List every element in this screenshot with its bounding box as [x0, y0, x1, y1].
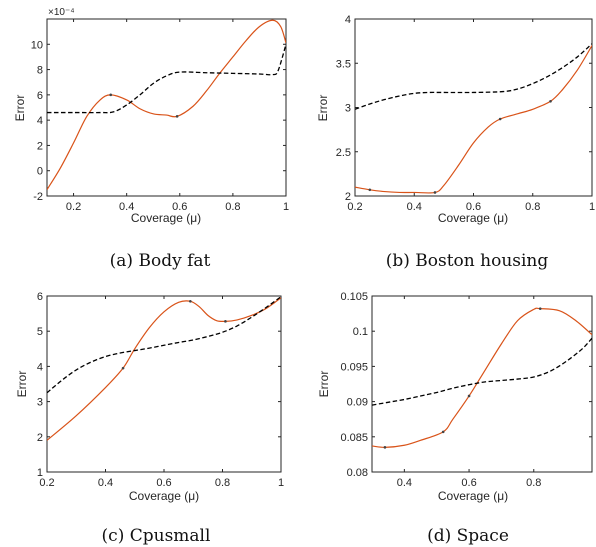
y-tick-label-a: 6	[37, 90, 43, 102]
x-tick-label-d: 0.8	[526, 477, 541, 489]
y-tick-label-c: 5	[37, 326, 43, 338]
x-tick-label-b: 0.8	[525, 201, 540, 213]
y-tick-label-d: 0.105	[340, 291, 368, 303]
x-axis-label-b: Coverage (μ)	[438, 211, 508, 225]
x-axis-label-c: Coverage (μ)	[129, 489, 199, 503]
x-tick-label-c: 0.2	[39, 477, 54, 489]
data-point-marker-d	[538, 307, 542, 310]
y-tick-label-a: -2	[33, 191, 43, 203]
caption-d: (d) Space	[427, 526, 509, 546]
x-tick-label-a: 0.8	[225, 201, 240, 213]
x-tick-label-c: 0.4	[98, 477, 113, 489]
data-point-marker-b	[368, 188, 372, 192]
panel-d: 0.4 0.6 0.8 0.08 0.085 0.09 0.095 0.1 0.105 Cove…	[317, 291, 593, 546]
x-tick-label-a: 1	[283, 201, 289, 213]
y-tick-label-c: 3	[37, 397, 43, 409]
data-point-marker-b	[433, 191, 437, 194]
x-tick-label-d: 0.4	[397, 477, 412, 489]
y-axis-label-a: Error	[13, 95, 27, 122]
y-tick-label-a: 4	[37, 115, 43, 127]
model-series-line-a	[47, 19, 286, 190]
y-tick-label-b: 2	[345, 191, 351, 203]
x-tick-label-b: 0.2	[347, 201, 362, 213]
x-tick-label-a: 0.4	[119, 201, 134, 213]
data-point-marker-d	[383, 446, 387, 449]
data-point-marker-d	[467, 394, 471, 398]
y-tick-label-d: 0.095	[340, 361, 368, 373]
plot-area-a	[46, 18, 287, 197]
baseline-series-line-c	[47, 296, 281, 394]
caption-a: (a) Body fat	[110, 251, 211, 271]
x-tick-label-b: 0.4	[407, 201, 422, 213]
series-group-c	[47, 296, 281, 441]
panel-a: 0.2 0.4 0.6 0.8 1 -2 0 2 4 6 8 10 ×10⁻⁴ Coverage (μ…	[13, 7, 289, 271]
baseline-series-line-b	[355, 43, 592, 110]
data-point-marker-b	[549, 100, 552, 103]
exponent-label-a: ×10⁻⁴	[48, 7, 75, 18]
y-tick-label-a: 10	[31, 39, 43, 51]
caption-c: (c) Cpusmall	[102, 526, 211, 546]
y-tick-label-c: 4	[37, 361, 43, 373]
y-tick-label-a: 0	[37, 166, 43, 178]
y-tick-label-b: 4	[345, 14, 351, 26]
plot-area-b	[354, 18, 593, 197]
model-series-line-d	[372, 307, 592, 448]
data-point-marker-b	[498, 117, 502, 121]
panel-b: 0.2 0.4 0.6 0.8 1 2 2.5 3 3.5 4 Coverage (μ) Erro…	[316, 14, 595, 271]
plot-area-c	[46, 295, 282, 473]
plot-area-d	[371, 295, 593, 473]
y-tick-label-d: 0.08	[347, 467, 368, 479]
baseline-series-line-d	[372, 337, 592, 406]
x-tick-label-b: 1	[589, 201, 595, 213]
y-axis-label-b: Error	[316, 95, 330, 122]
y-axis-label-d: Error	[317, 371, 331, 398]
baseline-series-line-a	[47, 44, 286, 114]
series-group-b	[355, 43, 592, 194]
x-tick-label-a: 0.2	[66, 201, 81, 213]
y-tick-label-c: 1	[37, 467, 43, 479]
x-tick-label-d: 0.6	[461, 477, 476, 489]
y-tick-label-b: 2.5	[336, 147, 351, 159]
x-axis-label-d: Coverage (μ)	[438, 489, 508, 503]
x-tick-label-b: 0.6	[466, 201, 481, 213]
y-tick-label-c: 6	[37, 291, 43, 303]
y-tick-label-d: 0.1	[353, 326, 368, 338]
model-series-line-b	[355, 45, 592, 194]
plot-content-a: 0.2 0.4 0.6 0.8 1 -2 0 2 4 6 8 10	[31, 19, 289, 213]
y-tick-label-d: 0.09	[347, 397, 368, 409]
series-group-a	[47, 19, 286, 190]
y-tick-label-b: 3.5	[336, 58, 351, 70]
caption-b: (b) Boston housing	[386, 251, 549, 271]
panel-c: 0.2 0.4 0.6 0.8 1 1 2 3 4 5 6 Coverage (μ) Error (…	[15, 291, 284, 546]
y-tick-label-b: 3	[345, 103, 351, 115]
data-point-marker-a	[175, 115, 179, 118]
plot-content-c: 0.2 0.4 0.6 0.8 1 1 2 3 4 5 6	[37, 291, 284, 489]
x-tick-label-c: 0.6	[156, 477, 171, 489]
y-tick-label-c: 2	[37, 432, 43, 444]
y-axis-label-c: Error	[15, 371, 29, 398]
x-tick-label-c: 1	[278, 477, 284, 489]
data-point-marker-a	[109, 93, 113, 97]
series-group-d	[372, 307, 592, 449]
data-point-marker-c	[189, 299, 192, 303]
plot-content-b: 0.2 0.4 0.6 0.8 1 2 2.5 3 3.5 4	[336, 14, 595, 213]
data-point-marker-c	[224, 320, 227, 323]
data-point-marker-c	[121, 366, 125, 370]
y-tick-label-a: 2	[37, 140, 43, 152]
plot-content-d: 0.4 0.6 0.8 0.08 0.085 0.09 0.095 0.1 0.105	[340, 291, 592, 489]
x-axis-label-a: Coverage (μ)	[131, 211, 201, 225]
x-tick-label-a: 0.6	[172, 201, 187, 213]
y-tick-label-a: 8	[37, 65, 43, 77]
x-tick-label-c: 0.8	[215, 477, 230, 489]
data-point-marker-d	[441, 430, 445, 434]
y-tick-label-d: 0.085	[340, 432, 368, 444]
